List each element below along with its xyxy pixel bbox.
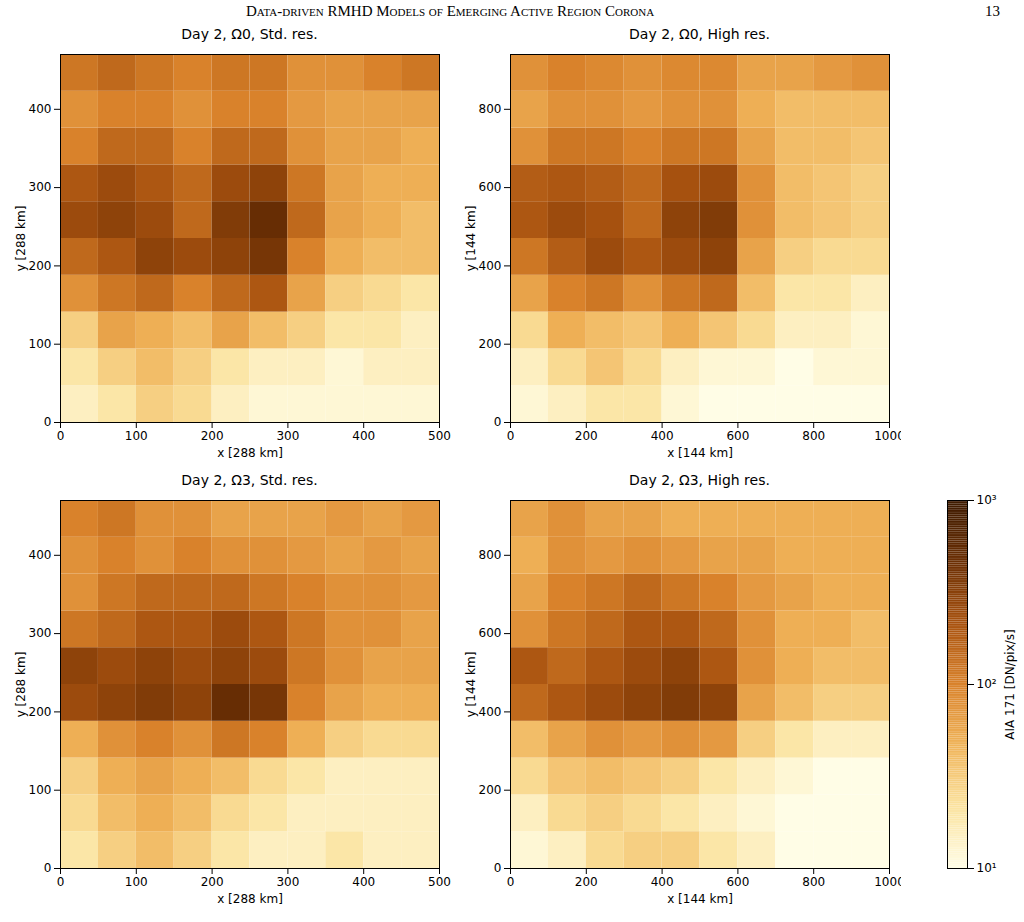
- svg-text:300: 300: [29, 180, 52, 194]
- svg-text:x [144 km]: x [144 km]: [667, 892, 733, 906]
- svg-text:0: 0: [494, 861, 502, 875]
- html-text:Data-driven RMHD Models of Eme: Data-driven RMHD Models of Emerging Acti…: [245, 3, 655, 19]
- svg-text:x [288 km]: x [288 km]: [217, 446, 283, 460]
- svg-text:200: 200: [575, 429, 598, 443]
- svg-text:y [288 km]: y [288 km]: [14, 652, 28, 718]
- svg-text:10³: 10³: [977, 493, 997, 507]
- svg-text:300: 300: [29, 626, 52, 640]
- svg-text:400: 400: [29, 548, 52, 562]
- svg-text:0: 0: [57, 875, 65, 889]
- svg-text:x [288 km]: x [288 km]: [217, 892, 283, 906]
- svg-text:0: 0: [507, 875, 515, 889]
- html-text:Day 2, Ω3, Std. res.: Day 2, Ω3, Std. res.: [181, 472, 318, 488]
- svg-text:100: 100: [29, 783, 52, 797]
- svg-text:800: 800: [479, 548, 502, 562]
- svg-text:400: 400: [352, 875, 375, 889]
- svg-text:600: 600: [726, 429, 749, 443]
- svg-text:y [144 km]: y [144 km]: [464, 652, 478, 718]
- svg-text:800: 800: [802, 429, 825, 443]
- svg-text:100: 100: [125, 429, 148, 443]
- svg-text:200: 200: [201, 429, 224, 443]
- svg-text:600: 600: [479, 626, 502, 640]
- svg-text:300: 300: [276, 875, 299, 889]
- svg-text:10¹: 10¹: [977, 861, 997, 875]
- svg-text:0: 0: [44, 861, 52, 875]
- svg-text:0: 0: [507, 429, 515, 443]
- svg-text:AIA 171 [DN/pix/s]: AIA 171 [DN/pix/s]: [1003, 629, 1017, 739]
- svg-text:100: 100: [29, 337, 52, 351]
- svg-text:1000: 1000: [874, 875, 901, 889]
- svg-text:0: 0: [57, 429, 65, 443]
- svg-text:0: 0: [44, 415, 52, 429]
- svg-text:200: 200: [479, 337, 502, 351]
- svg-text:400: 400: [352, 429, 375, 443]
- svg-text:1000: 1000: [874, 429, 901, 443]
- svg-text:300: 300: [276, 429, 299, 443]
- html-text:Day 2, Ω0, Std. res.: Day 2, Ω0, Std. res.: [181, 26, 318, 42]
- html-text:13: 13: [985, 3, 1000, 19]
- svg-text:800: 800: [802, 875, 825, 889]
- svg-text:200: 200: [575, 875, 598, 889]
- svg-text:x [144 km]: x [144 km]: [667, 446, 733, 460]
- svg-text:400: 400: [29, 102, 52, 116]
- svg-text:y [288 km]: y [288 km]: [14, 206, 28, 272]
- svg-text:0: 0: [494, 415, 502, 429]
- svg-text:400: 400: [479, 705, 502, 719]
- svg-text:500: 500: [428, 875, 451, 889]
- svg-text:600: 600: [479, 180, 502, 194]
- html-text:Day 2, Ω0, High res.: Day 2, Ω0, High res.: [629, 26, 770, 42]
- svg-text:200: 200: [201, 875, 224, 889]
- svg-text:800: 800: [479, 102, 502, 116]
- svg-text:400: 400: [651, 429, 674, 443]
- svg-text:100: 100: [125, 875, 148, 889]
- html-text:Day 2, Ω3, High res.: Day 2, Ω3, High res.: [629, 472, 770, 488]
- svg-text:400: 400: [651, 875, 674, 889]
- svg-text:y [144 km]: y [144 km]: [464, 206, 478, 272]
- svg-text:600: 600: [726, 875, 749, 889]
- svg-text:10²: 10²: [977, 677, 997, 691]
- svg-text:500: 500: [428, 429, 451, 443]
- svg-text:400: 400: [479, 259, 502, 273]
- svg-text:200: 200: [479, 783, 502, 797]
- svg-text:200: 200: [29, 259, 52, 273]
- svg-text:200: 200: [29, 705, 52, 719]
